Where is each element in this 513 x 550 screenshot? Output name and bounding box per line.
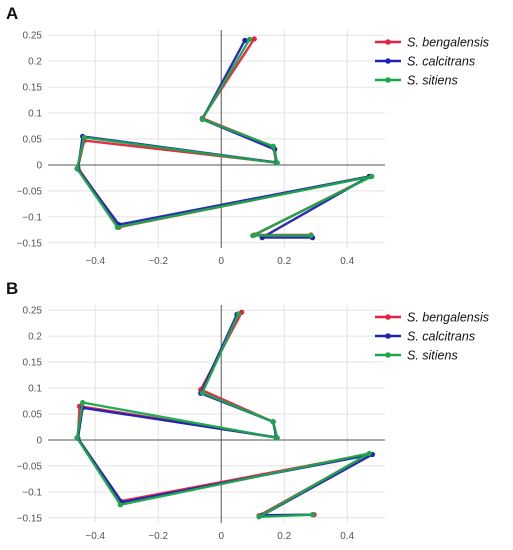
data-point (199, 390, 205, 396)
data-point (251, 36, 257, 42)
y-tick-label: −0.1 (22, 487, 42, 498)
y-tick-label: −0.15 (17, 513, 43, 524)
y-tick-label: 0 (36, 160, 42, 171)
data-point (74, 435, 80, 441)
legend-marker (385, 58, 391, 64)
legend-label: S. calcitrans (407, 330, 475, 344)
data-point (80, 399, 86, 406)
data-point (369, 173, 375, 179)
legend-item: S. calcitrans (375, 330, 475, 344)
legend-marker (385, 39, 391, 45)
panel-label: B (6, 279, 19, 298)
legend-label: S. bengalensis (407, 36, 489, 50)
y-tick-label: −0.05 (17, 186, 43, 197)
legend-label: S. bengalensis (407, 311, 489, 325)
x-tick-label: 0.2 (277, 531, 291, 542)
y-tick-label: 0.05 (23, 410, 43, 421)
x-tick-label: −0.4 (85, 256, 105, 267)
legend-marker (385, 77, 391, 83)
data-point (270, 419, 276, 425)
data-point (117, 502, 124, 508)
chart-panel-b: B −0.4 −0.2 0 0.2 0.4 0.25 0.2 0.15 0.1 0.05 0 −0.0… (0, 275, 513, 550)
x-tick-label: 0.4 (340, 256, 354, 267)
legend-item: S. bengalensis (375, 36, 489, 50)
y-tick-label: 0.25 (23, 31, 43, 42)
series-line (75, 312, 371, 519)
data-point (274, 435, 280, 441)
x-tick-label: 0 (218, 531, 224, 542)
chart-panel-a: A −0.4 −0.2 0 0.2 0.4 0.25 0.2 0.15 0.1 0.05 0 −0.0… (6, 4, 489, 267)
x-tick-label: −0.2 (148, 531, 168, 542)
panel-label: A (6, 4, 19, 23)
data-point (246, 36, 253, 42)
series-line (75, 38, 373, 237)
data-point (114, 224, 120, 230)
legend-item: S. calcitrans (375, 55, 475, 69)
x-tick-label: 0.4 (340, 531, 354, 542)
legend-item: S. sitiens (375, 74, 458, 88)
data-point (199, 116, 205, 122)
data-point (250, 232, 256, 239)
data-point (81, 134, 87, 141)
x-tick-label: −0.4 (85, 531, 105, 542)
data-point (270, 143, 276, 149)
legend-label: S. calcitrans (407, 55, 475, 69)
x-tick-label: 0 (218, 256, 224, 267)
y-tick-label: 0.1 (28, 384, 42, 395)
x-tick-label: −0.2 (148, 256, 168, 267)
y-tick-label: −0.1 (22, 212, 42, 223)
data-point (242, 37, 248, 43)
legend-marker (385, 352, 391, 358)
legend-item: S. bengalensis (375, 311, 489, 325)
legend-label: S. sitiens (407, 74, 458, 88)
y-tick-label: 0.2 (28, 57, 42, 68)
y-tick-label: 0.1 (28, 109, 42, 120)
y-tick-label: 0.15 (23, 358, 43, 369)
y-tick-label: −0.15 (17, 238, 43, 249)
data-point (366, 450, 372, 457)
legend-marker (385, 314, 391, 320)
data-point (74, 165, 80, 172)
legend-label: S. sitiens (407, 349, 458, 363)
data-point (274, 160, 280, 166)
y-tick-label: 0 (36, 435, 42, 446)
legend-item: S. sitiens (375, 349, 458, 363)
line-chart-b: −0.4 −0.2 0 0.2 0.4 0.25 0.2 0.15 0.1 0.05 0 −0.05 −… (17, 305, 489, 542)
data-point (308, 232, 314, 239)
data-point (309, 512, 316, 518)
data-point (235, 311, 242, 317)
y-tick-label: 0.25 (23, 306, 43, 317)
y-tick-label: 0.15 (23, 83, 43, 94)
line-chart-a: −0.4 −0.2 0 0.2 0.4 0.25 0.2 0.15 0.1 0.05 0 −0.05 −… (17, 30, 489, 267)
data-point (256, 514, 262, 520)
x-tick-label: 0.2 (277, 256, 291, 267)
y-tick-label: 0.2 (28, 332, 42, 343)
legend-marker (385, 333, 391, 339)
y-tick-label: 0.05 (23, 135, 43, 146)
y-tick-label: −0.05 (17, 461, 43, 472)
